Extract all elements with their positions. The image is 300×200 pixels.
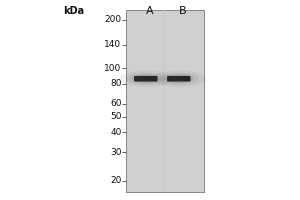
Text: 100: 100 — [104, 64, 122, 73]
Bar — [162, 10, 165, 192]
Ellipse shape — [165, 74, 193, 83]
Ellipse shape — [119, 70, 173, 87]
Ellipse shape — [159, 73, 198, 85]
Text: A: A — [146, 6, 154, 16]
Bar — [126, 10, 204, 192]
Text: 200: 200 — [104, 15, 122, 24]
Ellipse shape — [126, 73, 165, 85]
Text: 40: 40 — [110, 128, 122, 137]
Text: 140: 140 — [104, 40, 122, 49]
Ellipse shape — [132, 74, 160, 83]
Text: B: B — [179, 6, 187, 16]
Ellipse shape — [152, 70, 206, 87]
FancyBboxPatch shape — [134, 76, 158, 82]
Text: 20: 20 — [110, 176, 122, 185]
Text: 30: 30 — [110, 148, 122, 157]
Text: 50: 50 — [110, 112, 122, 121]
Text: 60: 60 — [110, 99, 122, 108]
Text: kDa: kDa — [63, 6, 84, 16]
FancyBboxPatch shape — [167, 76, 190, 82]
Text: 80: 80 — [110, 79, 122, 88]
